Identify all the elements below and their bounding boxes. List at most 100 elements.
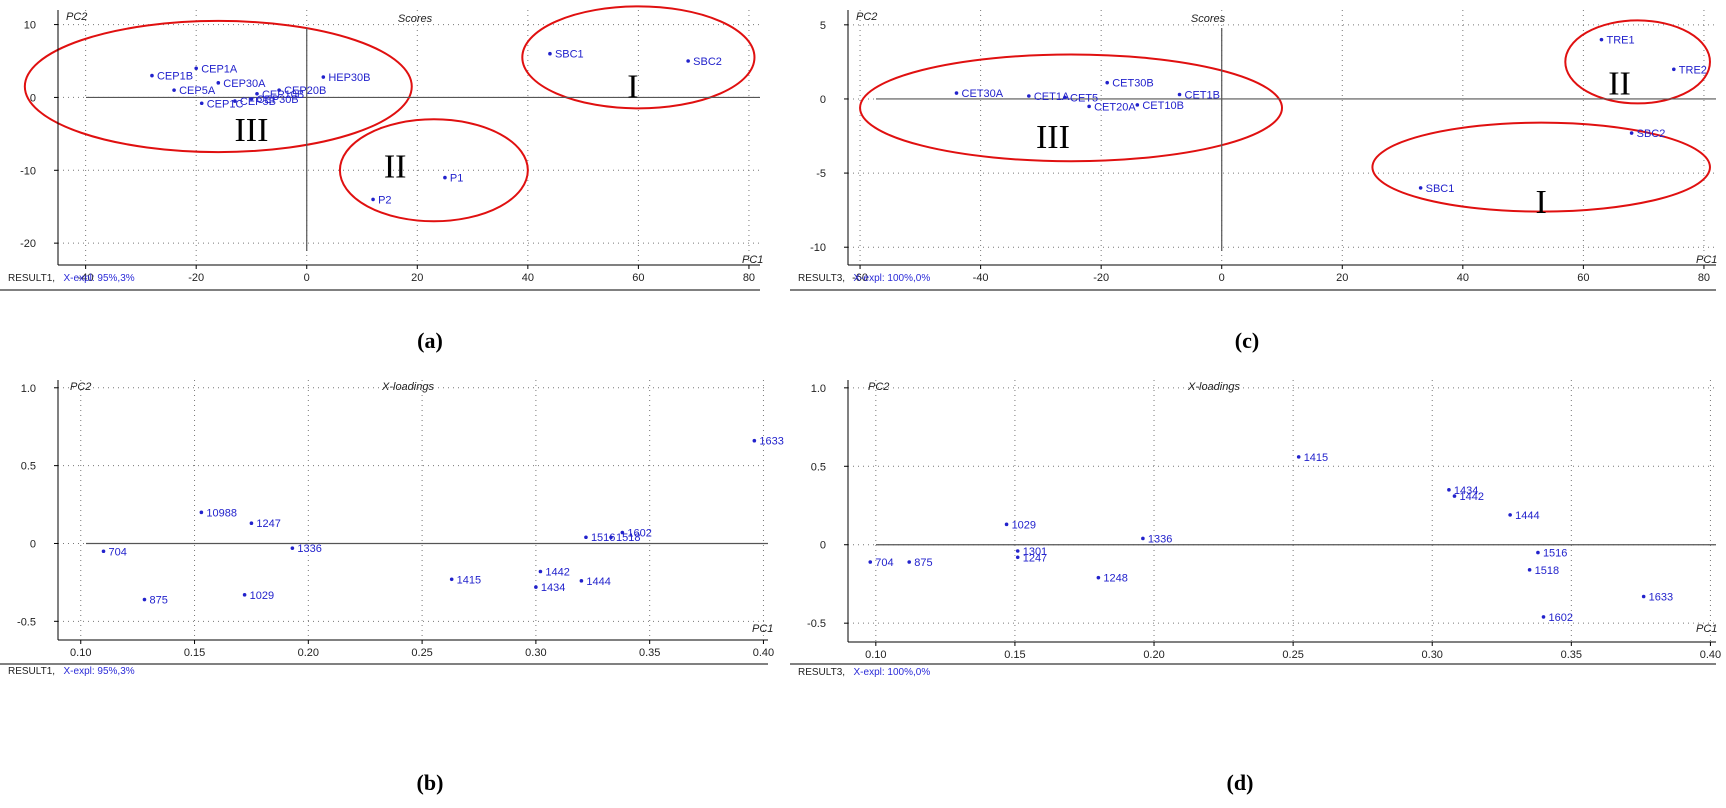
data-point	[1135, 103, 1140, 107]
point-label: CEP30A	[223, 78, 266, 90]
x-axis-label: PC1	[742, 254, 763, 266]
data-point	[1541, 615, 1546, 619]
point-label: SBC2	[693, 56, 722, 68]
data-point	[1096, 575, 1101, 580]
point-label: CET20A	[1094, 101, 1136, 113]
data-point	[1508, 513, 1512, 517]
x-axis-label: PC1	[752, 623, 773, 635]
y-tick-label: -0.5	[807, 618, 826, 630]
point-label: TRE2	[1679, 64, 1707, 76]
data-point	[584, 535, 588, 540]
y-tick-label: 0.5	[811, 461, 826, 473]
point-label: P2	[378, 194, 391, 206]
data-point	[752, 438, 757, 443]
result-explained-variance: X-expl: 95%,3%	[64, 273, 135, 284]
footer: RESULT1, X-expl: 95%,3%	[8, 661, 135, 678]
x-tick-label: 0.30	[1422, 649, 1443, 661]
panel-caption: (b)	[416, 770, 444, 795]
point-label: SBC1	[555, 49, 584, 61]
panel-b: 0.10 0.15 0.20 0.25 0.30 0.35 0.40 -0.5 0 0.5 1.0 …	[0, 370, 842, 795]
x-axis-label: PC1	[1696, 623, 1717, 635]
data-point	[449, 577, 454, 582]
point-label: 1444	[1515, 510, 1539, 522]
point-label: CET10B	[1142, 100, 1184, 112]
point-label: 1633	[759, 436, 783, 448]
y-axis-label: PC2	[66, 11, 87, 23]
result-name: RESULT3,	[798, 273, 845, 284]
data-point	[1015, 549, 1020, 553]
point-label: CET30B	[1112, 78, 1154, 90]
data-point	[172, 88, 176, 92]
data-point	[199, 510, 204, 515]
group-ellipse-iii	[859, 53, 1283, 163]
chart-b: 0.10 0.15 0.20 0.25 0.30 0.35 0.40-0.500.51.0 …	[0, 380, 784, 678]
data-point	[1027, 94, 1031, 98]
point-label: CEP5A	[179, 85, 216, 97]
y-tick-label: -10	[810, 242, 826, 254]
data-point	[609, 535, 613, 540]
chart-title: Scores	[1191, 13, 1226, 25]
data-point	[443, 175, 447, 180]
point-label: CET5	[1070, 92, 1098, 104]
point-label: 1247	[256, 518, 280, 530]
data-point	[199, 101, 204, 106]
data-point	[216, 81, 221, 85]
group-ellipse-i	[1371, 121, 1711, 213]
y-tick-label: -20	[20, 238, 36, 250]
data-point	[321, 75, 326, 79]
point-label: CET1A	[1034, 91, 1070, 103]
x-tick-label: 60	[632, 272, 644, 284]
point-label: HEP30B	[328, 72, 370, 84]
x-tick-label: 60	[1577, 272, 1589, 284]
chart-title: Scores	[398, 13, 433, 25]
y-tick-label: -5	[816, 168, 826, 180]
point-label: CEP1B	[157, 71, 193, 83]
group-label: III	[1036, 119, 1070, 156]
group-label: III	[234, 112, 268, 149]
data-point	[1015, 555, 1020, 560]
panel-caption: (d)	[1226, 770, 1254, 795]
point-label: 10988	[206, 507, 237, 519]
x-tick-label: 0.15	[1004, 649, 1025, 661]
data-point	[1452, 494, 1457, 498]
point-label: 704	[875, 557, 893, 569]
x-tick-label: -20	[188, 272, 204, 284]
data-point	[548, 51, 552, 56]
point-label: 1336	[1148, 533, 1172, 545]
data-point	[534, 585, 538, 589]
panel-d: 0.10 0.15 0.20 0.25 0.30 0.35 0.40 -0.5 0 0.5 1.0 …	[790, 370, 1726, 795]
group-label: I	[627, 68, 638, 105]
point-label: CEP1C	[207, 98, 244, 110]
y-tick-label: -0.5	[17, 616, 36, 628]
data-point	[242, 593, 247, 597]
group-label: I	[1536, 184, 1547, 221]
data-point	[1177, 92, 1182, 97]
point-label: 1516	[591, 532, 615, 544]
point-label: 1444	[586, 576, 610, 588]
data-point	[1629, 131, 1634, 135]
x-tick-label: 0	[1219, 272, 1225, 284]
data-point	[1141, 536, 1145, 541]
y-axis-label: PC2	[70, 381, 91, 393]
data-point	[1087, 104, 1091, 109]
point-label: CEP10B	[262, 89, 304, 101]
chart-d: 0.10 0.15 0.20 0.25 0.30 0.35 0.40-0.500.51.0 …	[790, 380, 1721, 678]
point-label: 1442	[545, 566, 569, 578]
point-label: TRE1	[1606, 35, 1634, 47]
data-point	[954, 91, 959, 95]
point-label: CEP20B	[284, 85, 326, 97]
data-point	[277, 88, 281, 92]
data-point	[1536, 550, 1540, 555]
group-ellipse-ii	[338, 118, 529, 223]
data-point	[233, 99, 237, 103]
point-label: 875	[149, 595, 167, 607]
data-point	[538, 569, 543, 574]
point-label: 1518	[1535, 565, 1559, 577]
y-tick-label: 0.5	[21, 461, 36, 473]
data-point	[1296, 455, 1301, 459]
data-point	[686, 59, 690, 63]
data-point	[1418, 186, 1423, 190]
data-point	[249, 521, 254, 526]
group-ellipse-i	[521, 5, 756, 110]
point-label: 1247	[1023, 552, 1047, 564]
